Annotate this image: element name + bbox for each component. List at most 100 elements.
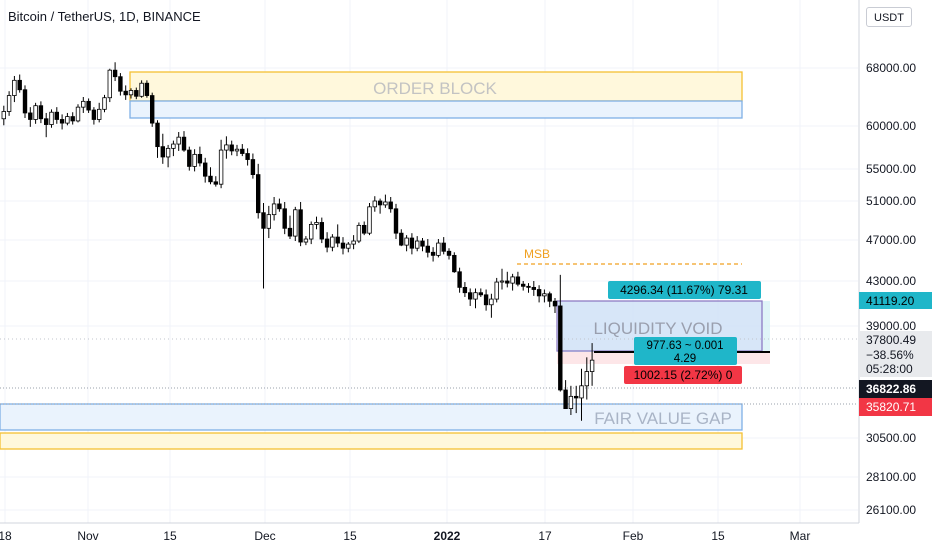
candle-body [139, 82, 144, 97]
candle-body [38, 105, 44, 120]
candle [414, 236, 420, 252]
time-tick-label: 15 [163, 529, 177, 543]
candle-body [521, 283, 526, 287]
price-tick-label: 47000.00 [866, 233, 916, 247]
candle [54, 107, 59, 124]
candle-body [499, 280, 505, 283]
candle [208, 167, 213, 185]
candle-body [489, 298, 494, 306]
candle-body [536, 289, 542, 297]
candle-body [462, 286, 468, 294]
candle [568, 385, 574, 415]
candle-body [351, 240, 356, 245]
candle [531, 281, 536, 296]
candle [49, 109, 54, 128]
candle-body [171, 143, 176, 149]
time-tick-label: 17 [538, 529, 552, 543]
candle-body [589, 359, 595, 372]
candle-body [356, 224, 362, 242]
candle-body [70, 116, 75, 122]
candle [176, 132, 181, 151]
time-tick-label: 15 [343, 529, 357, 543]
candle-body [144, 82, 150, 96]
candle-body [287, 227, 293, 237]
candle-body [319, 222, 324, 240]
candle [255, 163, 261, 219]
candle [356, 222, 362, 244]
time-axis[interactable]: 18 Nov 15 Dec 15 2022 17 Feb 15 Mar [0, 522, 932, 550]
measure-lower-tag: 1002.15 (2.72%) 0 [634, 368, 733, 382]
candle [234, 144, 240, 157]
candle [91, 107, 97, 125]
candle-body [308, 223, 314, 240]
candle [521, 281, 526, 291]
price-tick-label: 39000.00 [866, 319, 916, 333]
candle [457, 267, 462, 293]
candle-body [568, 395, 574, 410]
price-axis-bg [859, 0, 932, 523]
time-tick-label: Feb [623, 529, 644, 543]
chart-zones [0, 71, 770, 450]
candle-body [250, 159, 256, 175]
candle-body [558, 305, 563, 391]
candle-body [134, 90, 139, 97]
candle-body [97, 108, 102, 120]
candle [404, 235, 409, 252]
candle [584, 357, 589, 400]
candle-body [75, 106, 81, 122]
candle-body [367, 206, 372, 234]
candle [436, 239, 441, 258]
candle [579, 368, 584, 421]
candle-body [187, 149, 192, 167]
price-tick-label: 26100.00 [866, 503, 916, 517]
time-axis-bg [0, 523, 932, 550]
candle-body [181, 136, 187, 151]
candle [155, 120, 160, 158]
price-tick-label: 51000.00 [866, 194, 916, 208]
fair-value-gap-zone [0, 403, 743, 431]
candle [393, 203, 399, 240]
candle-body [44, 118, 49, 125]
candle-body [330, 236, 335, 248]
candle-body [303, 238, 309, 243]
candle [6, 91, 12, 116]
candle-body [261, 212, 266, 229]
candle-body [483, 294, 489, 306]
red-level-tag: 35820.71 [866, 400, 916, 414]
candle-body [404, 237, 409, 246]
candle-body [102, 97, 107, 110]
cyan-level-tag: 41119.20 [866, 294, 915, 308]
candle-body [149, 95, 155, 124]
candle [526, 283, 531, 293]
candle [240, 144, 245, 157]
candle [335, 224, 340, 248]
candle [128, 88, 134, 99]
msb-label: MSB [524, 247, 550, 261]
candle-body [22, 89, 28, 114]
candle [324, 232, 330, 253]
candle-body [515, 276, 521, 285]
candle-body [346, 243, 351, 249]
candle [160, 133, 165, 164]
candle [81, 97, 86, 113]
price-axis[interactable]: 76 41119.20 37800.49 −38.56% 05:28:00 36… [858, 0, 932, 523]
candle-body [176, 136, 181, 145]
candle [144, 80, 150, 98]
measure-upper-tag: 4296.34 (11.67%) 79.31 [620, 283, 748, 297]
candle [33, 102, 38, 124]
candle [446, 248, 452, 260]
candle [224, 136, 229, 159]
candle-body [208, 175, 213, 183]
candle-body [112, 69, 118, 78]
candle [489, 293, 494, 318]
candle-body [542, 293, 547, 297]
currency-button[interactable]: USDT [866, 7, 912, 27]
candle [388, 197, 393, 213]
candle [303, 236, 309, 246]
candle-body [282, 208, 287, 229]
candle-body [383, 201, 388, 206]
candle [542, 289, 547, 303]
liquidity-void-label: LIQUIDITY VOID [593, 319, 722, 338]
price-tick-label: 55000.00 [866, 162, 916, 176]
